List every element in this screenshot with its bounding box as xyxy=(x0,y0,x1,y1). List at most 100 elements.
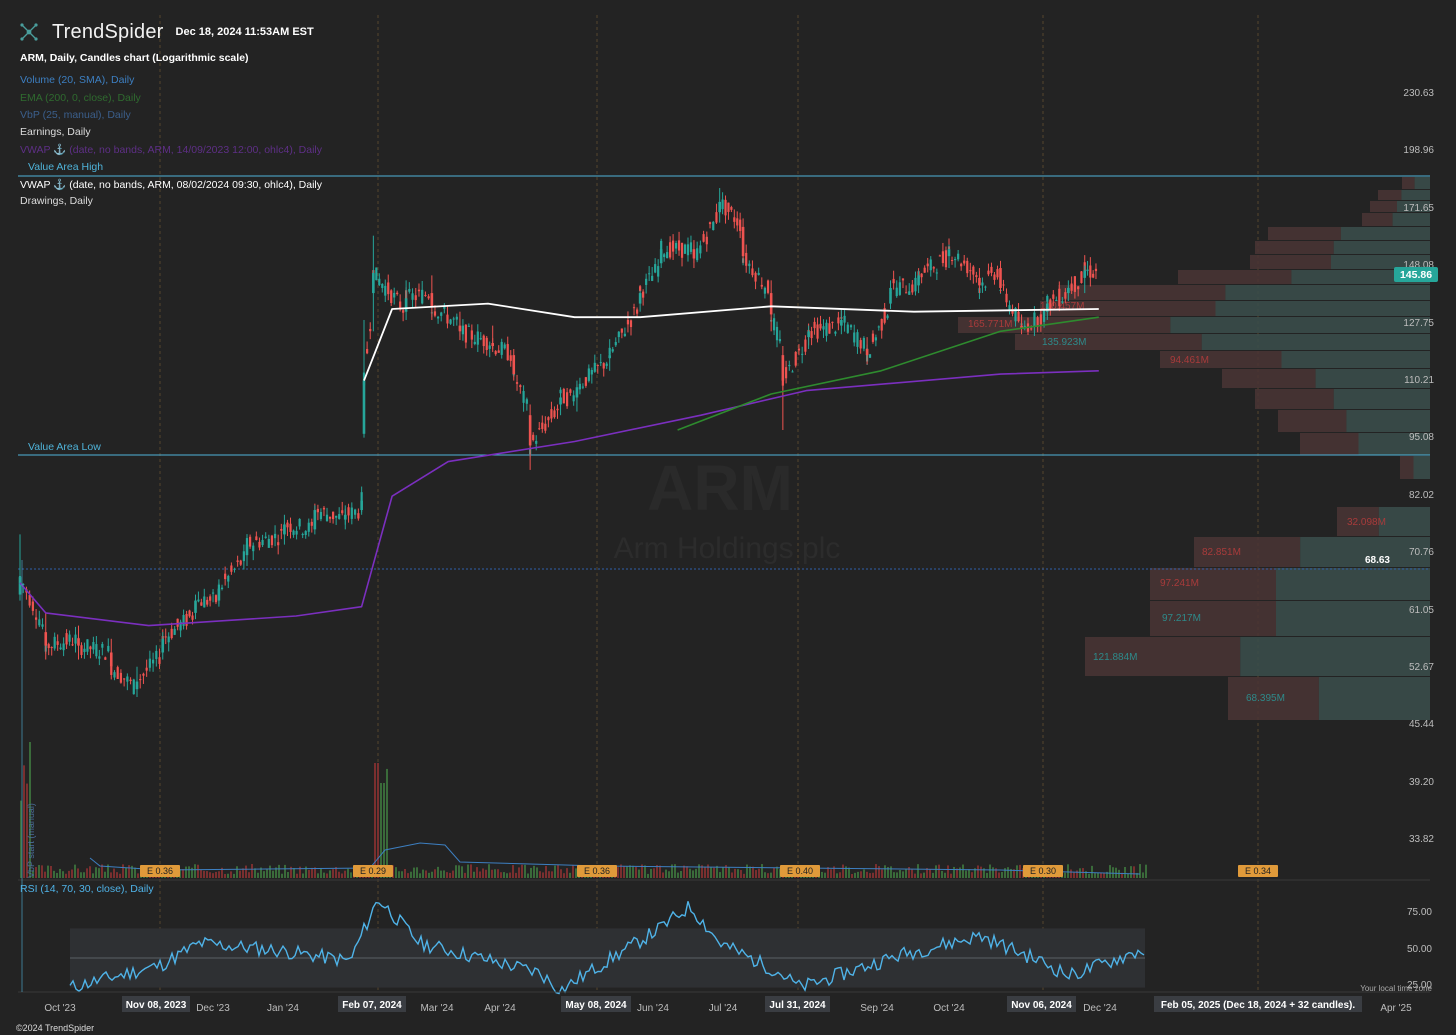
vbp-bar-up xyxy=(1215,301,1430,316)
candle xyxy=(1014,308,1017,322)
vbp-label: 82.851M xyxy=(1202,547,1241,558)
volume-bar xyxy=(86,868,88,878)
indicator-volume[interactable]: Volume (20, SMA), Daily xyxy=(20,74,135,86)
volume-bar xyxy=(551,871,553,878)
candle xyxy=(935,272,938,274)
indicator-vwap-2023[interactable]: VWAP ⚓ (date, no bands, ARM, 14/09/2023 … xyxy=(20,144,322,156)
volume-bar xyxy=(905,869,907,878)
candle xyxy=(470,330,473,340)
volume-bar xyxy=(383,783,385,878)
candle xyxy=(760,284,763,287)
candle xyxy=(587,368,590,381)
rsi-line xyxy=(69,901,1145,995)
volume-bar xyxy=(1106,871,1108,878)
volume-bar xyxy=(1109,865,1111,878)
candle xyxy=(804,339,807,352)
volume-bar xyxy=(38,865,40,878)
volume-bar xyxy=(1118,869,1120,878)
candle xyxy=(969,270,972,272)
candle xyxy=(173,628,176,635)
candle xyxy=(754,272,757,282)
candle xyxy=(657,266,660,277)
volume-bar xyxy=(635,866,637,878)
vbp-bar-down xyxy=(1362,213,1393,226)
vbp-bar-up xyxy=(1281,351,1430,368)
candle xyxy=(467,325,470,327)
vbp-bar-down xyxy=(1255,389,1334,409)
candle xyxy=(788,364,791,367)
candle xyxy=(515,382,519,384)
volume-bar xyxy=(725,865,727,878)
volume-bar xyxy=(1133,866,1135,878)
candle xyxy=(733,217,736,222)
earnings-badge xyxy=(353,865,393,877)
volume-bar xyxy=(662,872,664,878)
candle xyxy=(654,264,657,273)
volume-bar xyxy=(827,867,829,878)
volume-bar xyxy=(566,868,568,878)
volume-bar xyxy=(257,872,259,878)
candle xyxy=(966,260,969,274)
volume-bar xyxy=(875,864,877,878)
vbp-label: 97.241M xyxy=(1160,578,1199,589)
volume-bar xyxy=(290,866,292,878)
candle xyxy=(113,672,116,678)
volume-bar xyxy=(1112,867,1114,878)
price-axis-tick: 198.96 xyxy=(1403,145,1434,156)
candle xyxy=(77,638,80,646)
candle xyxy=(295,530,298,535)
candle xyxy=(292,530,295,535)
volume-bar xyxy=(503,872,505,878)
volume-bar xyxy=(1145,864,1147,878)
candle xyxy=(41,624,44,627)
candle xyxy=(393,292,396,298)
candle xyxy=(686,244,690,256)
candle xyxy=(801,353,804,355)
volume-bar xyxy=(461,866,463,878)
candle xyxy=(188,610,191,617)
volume-bar xyxy=(245,865,247,878)
candle xyxy=(1039,314,1042,325)
volume-bar xyxy=(314,867,316,878)
indicator-ema[interactable]: EMA (200, 0, close), Daily xyxy=(20,92,141,104)
vbp-bar-up xyxy=(1225,285,1430,300)
candle xyxy=(559,397,562,405)
candle xyxy=(608,355,611,359)
candle xyxy=(825,322,828,336)
volume-bar xyxy=(821,871,823,878)
candle xyxy=(718,201,721,213)
volume-bar xyxy=(464,872,466,878)
indicator-vbp[interactable]: VbP (25, manual), Daily xyxy=(20,109,131,121)
candle xyxy=(1005,293,1008,303)
volume-bar xyxy=(776,866,778,878)
vbp-bar-up xyxy=(1346,410,1430,432)
candle xyxy=(458,325,462,332)
volume-bar xyxy=(137,873,139,878)
indicator-drawings[interactable]: Drawings, Daily xyxy=(20,195,93,207)
candle xyxy=(98,656,101,659)
price-axis-tick: 52.67 xyxy=(1409,662,1434,673)
candle xyxy=(185,613,188,626)
candle xyxy=(372,272,375,294)
candle xyxy=(316,508,319,513)
candle xyxy=(446,314,449,324)
volume-bar xyxy=(26,783,28,878)
candle xyxy=(908,291,911,295)
volume-bar xyxy=(767,873,769,878)
indicator-earnings[interactable]: Earnings, Daily xyxy=(20,126,91,138)
candle xyxy=(696,248,699,261)
indicator-vwap-2024[interactable]: VWAP ⚓ (date, no bands, ARM, 08/02/2024 … xyxy=(20,179,322,191)
volume-bar xyxy=(716,865,718,878)
volume-bar xyxy=(1085,871,1087,878)
volume-bar xyxy=(305,866,307,878)
vbp-bar-down xyxy=(1194,537,1301,567)
indicator-main-chart[interactable]: ARM, Daily, Candles chart (Logarithmic s… xyxy=(20,52,249,64)
candle xyxy=(350,507,353,519)
candle xyxy=(895,287,898,297)
candle xyxy=(868,354,872,358)
candle xyxy=(602,363,605,369)
vbp-bar-down xyxy=(1378,190,1402,200)
watermark-company: Arm Holdings plc xyxy=(614,532,841,565)
candle xyxy=(611,349,614,352)
